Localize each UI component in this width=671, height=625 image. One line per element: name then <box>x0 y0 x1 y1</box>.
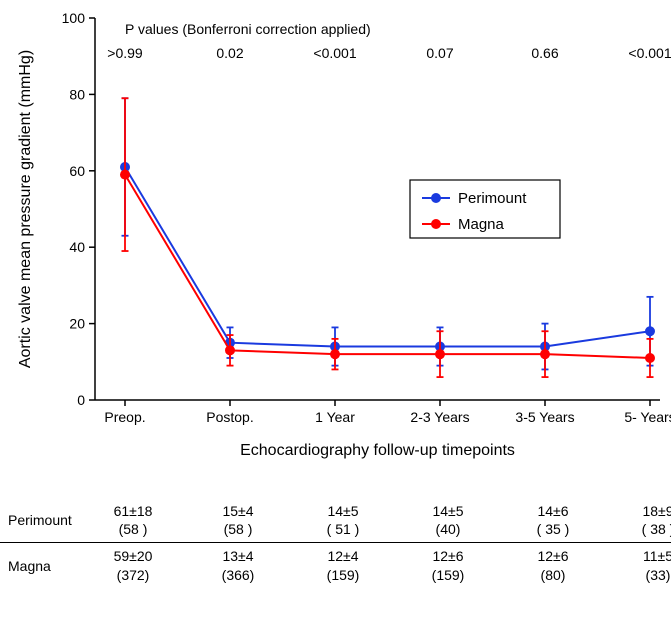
x-tick-label: 2-3 Years <box>410 409 469 425</box>
data-point <box>225 345 235 355</box>
y-tick-label: 20 <box>69 316 85 332</box>
pvalue-label: 0.02 <box>216 45 243 61</box>
legend-marker <box>431 193 441 203</box>
pvalue-label: 0.66 <box>531 45 558 61</box>
pvalue-label: <0.001 <box>628 45 671 61</box>
y-tick-label: 80 <box>69 86 85 102</box>
data-point <box>645 353 655 363</box>
data-point <box>540 349 550 359</box>
table-cell: 12±6(80) <box>501 547 606 583</box>
y-tick-label: 60 <box>69 163 85 179</box>
data-point <box>645 326 655 336</box>
series-line <box>125 167 650 347</box>
x-tick-label: Postop. <box>206 409 253 425</box>
table-cell: 12±6(159) <box>396 547 501 583</box>
x-axis-label: Echocardiography follow-up timepoints <box>240 442 515 459</box>
table-row: Perimount61±18(58 )15±4(58 )14±5( 51 )14… <box>0 502 671 538</box>
x-tick-label: 3-5 Years <box>515 409 574 425</box>
x-tick-label: 5- Years <box>624 409 671 425</box>
pvalue-label: <0.001 <box>313 45 356 61</box>
table-cell: 14±6( 35 ) <box>501 502 606 538</box>
table-cell: 14±5( 51 ) <box>291 502 396 538</box>
pvalue-label: 0.07 <box>426 45 453 61</box>
y-axis-label: Aortic valve mean pressure gradient (mmH… <box>17 50 34 368</box>
data-point <box>120 170 130 180</box>
y-tick-label: 40 <box>69 239 85 255</box>
y-tick-label: 0 <box>77 392 85 408</box>
legend-marker <box>431 219 441 229</box>
x-tick-label: Preop. <box>104 409 145 425</box>
table-row: Magna59±20(372)13±4(366)12±4(159)12±6(15… <box>0 547 671 583</box>
table-cell: 61±18(58 ) <box>81 502 186 538</box>
table-cell: 12±4(159) <box>291 547 396 583</box>
table-cell: 59±20(372) <box>81 547 186 583</box>
data-point <box>435 349 445 359</box>
legend-label: Perimount <box>458 190 527 207</box>
table-cell: 11±5(33) <box>606 547 671 583</box>
table-cell: 18±9( 38 ) <box>606 502 671 538</box>
pressure-gradient-chart: 0 20 40 60 80 100 Aortic valve mean pressure g… <box>0 0 671 480</box>
y-tick-label: 100 <box>62 10 86 26</box>
pvalues-header: P values (Bonferroni correction applied) <box>125 21 371 37</box>
table-cell: 15±4(58 ) <box>186 502 291 538</box>
x-tick-label: 1 Year <box>315 409 355 425</box>
table-divider <box>0 542 671 543</box>
figure-container: 0 20 40 60 80 100 Aortic valve mean pressure g… <box>0 0 671 625</box>
row-label: Magna <box>0 558 81 574</box>
row-label: Perimount <box>0 512 81 528</box>
table-cell: 13±4(366) <box>186 547 291 583</box>
data-point <box>330 349 340 359</box>
pvalue-label: >0.99 <box>107 45 143 61</box>
series-line <box>125 175 650 358</box>
legend-label: Magna <box>458 216 505 233</box>
data-table: Perimount61±18(58 )15±4(58 )14±5( 51 )14… <box>0 502 671 584</box>
table-cell: 14±5(40) <box>396 502 501 538</box>
